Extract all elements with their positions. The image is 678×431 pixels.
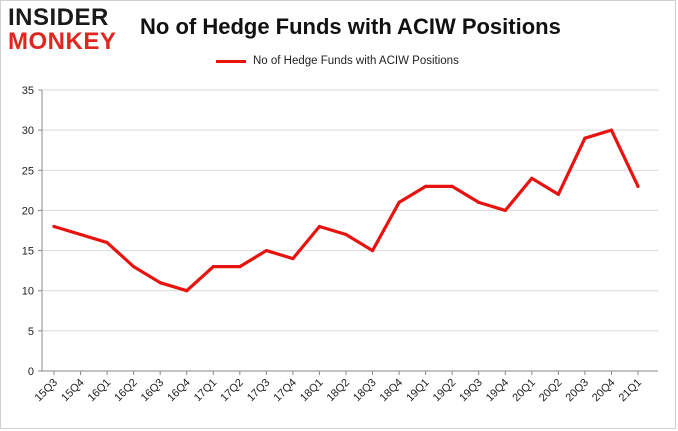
x-tick-label: 20Q3 [564, 377, 592, 405]
x-tick-label: 16Q4 [165, 377, 193, 405]
legend-swatch [216, 59, 246, 63]
data-point [556, 192, 560, 196]
data-point [583, 136, 587, 140]
data-point [158, 281, 162, 285]
y-tick-label: 5 [28, 326, 34, 338]
data-point [52, 224, 56, 229]
x-tick-label: 18Q4 [378, 377, 406, 405]
logo-text-monkey: MONKEY [8, 28, 117, 55]
x-tick-label: 19Q1 [404, 377, 432, 405]
y-tick-label: 20 [22, 205, 34, 217]
y-tick-label: 0 [28, 366, 34, 378]
data-point [317, 224, 322, 229]
data-point [609, 128, 614, 132]
data-point [397, 200, 401, 204]
x-tick-label: 18Q1 [298, 377, 326, 405]
x-tick-label: 21Q1 [617, 377, 645, 405]
data-point [424, 184, 428, 188]
y-tick-labels: 0 5 10 15 20 25 30 35 [22, 85, 34, 378]
y-tick-label: 25 [22, 165, 34, 177]
x-tick-label: 16Q1 [86, 377, 114, 405]
x-tick-label: 20Q4 [590, 377, 618, 405]
data-point [344, 232, 348, 237]
chart-title: No of Hedge Funds with ACIW Positions [140, 14, 561, 39]
x-tick-labels: 15Q3 15Q4 16Q1 16Q2 16Q3 16Q4 17Q1 17Q2 17Q3 17Q4… [33, 377, 645, 405]
y-tick-label: 35 [22, 85, 34, 97]
x-tick-label: 19Q4 [484, 377, 512, 405]
data-point [211, 265, 215, 269]
y-tick-label: 30 [22, 125, 34, 137]
chart-legend: No of Hedge Funds with ACIW Positions [216, 53, 459, 69]
x-tick-label: 16Q3 [139, 377, 167, 405]
data-point [450, 184, 454, 188]
x-tick-label: 17Q1 [192, 377, 220, 405]
data-point [132, 265, 136, 269]
x-tick-label: 19Q2 [431, 377, 459, 405]
legend-label: No of Hedge Funds with ACIW Positions [253, 55, 459, 67]
data-point [185, 289, 189, 293]
data-point [503, 208, 507, 213]
data-point [238, 265, 242, 269]
x-tick-label: 18Q3 [351, 377, 379, 405]
data-point [477, 200, 481, 204]
data-point [636, 184, 640, 188]
x-tick-label: 17Q2 [218, 377, 246, 405]
data-point [264, 248, 268, 253]
data-point [530, 176, 534, 180]
x-tick-label: 17Q3 [245, 377, 273, 405]
y-tick-label: 15 [22, 246, 34, 258]
axes [38, 89, 658, 375]
x-tick-label: 18Q2 [325, 377, 353, 405]
y-tick-label: 10 [22, 286, 34, 298]
data-point [291, 257, 295, 261]
x-tick-label: 20Q2 [537, 377, 565, 405]
grid-lines [42, 89, 658, 332]
x-tick-label: 16Q2 [112, 377, 140, 405]
x-tick-label: 15Q4 [59, 377, 87, 405]
series-layer [52, 128, 640, 293]
x-tick-label: 15Q3 [33, 377, 61, 405]
x-tick-label: 19Q3 [457, 377, 485, 405]
x-tick-label: 17Q4 [272, 377, 300, 405]
insider-monkey-logo: INSIDER MONKEY [8, 6, 126, 54]
data-point [78, 232, 83, 237]
data-point [370, 248, 375, 253]
logo-text-insider: INSIDER [8, 4, 109, 31]
data-point [105, 240, 109, 245]
x-tick-label: 20Q1 [510, 377, 538, 405]
